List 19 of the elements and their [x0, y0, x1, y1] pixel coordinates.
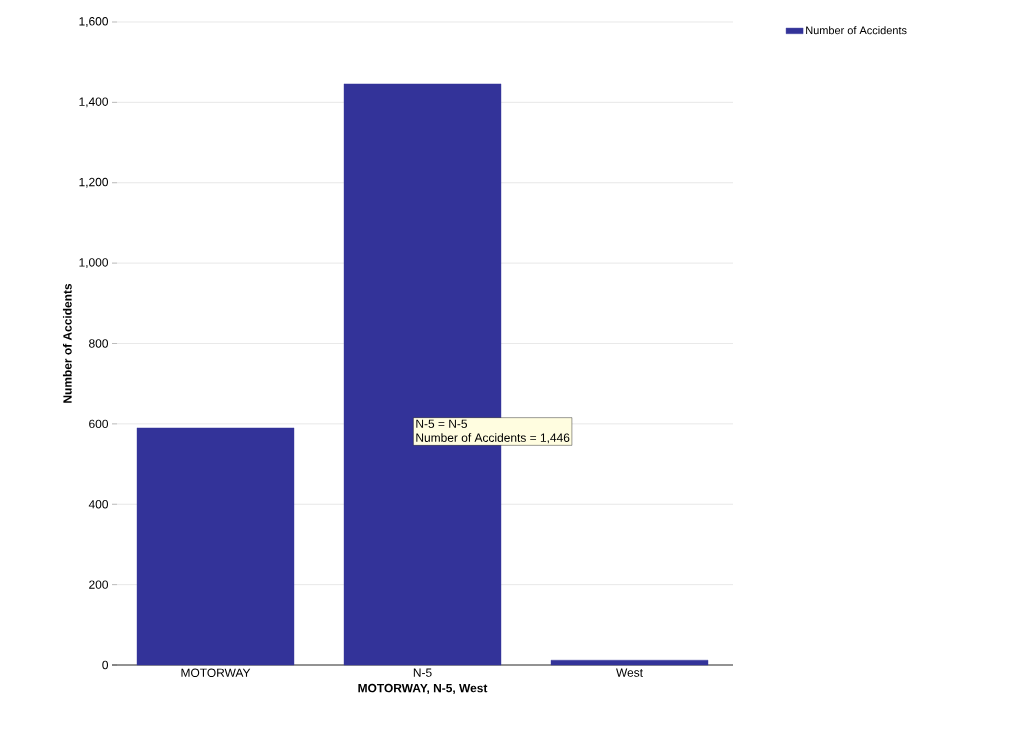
annotation: N-5 = N-5: [416, 419, 468, 428]
bar: [550, 659, 709, 666]
x-tick-label: N-5: [413, 668, 432, 677]
y-tick-label: 800: [89, 339, 109, 348]
y-tick-label: 400: [88, 500, 109, 509]
bar: [136, 427, 295, 666]
x-axis-title: MOTORWAY, N-5, West: [358, 683, 488, 695]
x-tick-label: MOTORWAY: [181, 668, 251, 677]
y-tick-label: 1,200: [79, 177, 109, 188]
legend-label: Number of Accidents: [806, 26, 907, 35]
y-tick-label: 600: [89, 419, 109, 429]
annotation: Number of Accidents = 1,446: [416, 433, 570, 444]
y-axis-title: Number of Accidents: [62, 283, 72, 403]
x-tick-label: West: [616, 668, 643, 677]
y-tick-label: 0: [102, 660, 109, 670]
y-tick-label: 1,400: [79, 97, 109, 108]
y-tick-label: 1,600: [79, 17, 109, 27]
y-tick-label: 1,000: [79, 258, 109, 269]
y-tick-label: 200: [89, 580, 109, 589]
